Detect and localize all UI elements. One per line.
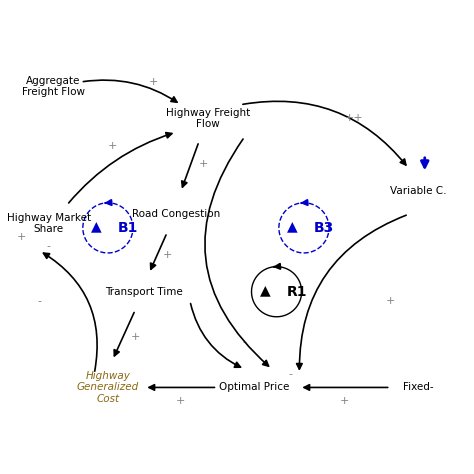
Text: +: + xyxy=(163,250,172,260)
Text: -: - xyxy=(288,369,292,379)
Text: ++: ++ xyxy=(345,113,364,123)
Text: +: + xyxy=(199,159,208,169)
Text: Fixed-: Fixed- xyxy=(402,383,433,392)
Text: +: + xyxy=(340,396,350,406)
Text: Transport Time: Transport Time xyxy=(106,287,183,297)
Text: +: + xyxy=(386,296,395,306)
Text: -: - xyxy=(46,241,51,251)
Text: Highway Freight
Flow: Highway Freight Flow xyxy=(166,108,250,129)
Text: Variable C.: Variable C. xyxy=(390,186,446,196)
Text: Optimal Price: Optimal Price xyxy=(219,383,289,392)
Text: ▲: ▲ xyxy=(91,219,102,234)
Text: +: + xyxy=(176,396,185,406)
Text: Aggregate
Freight Flow: Aggregate Freight Flow xyxy=(22,76,85,97)
Text: +: + xyxy=(130,332,140,342)
Text: Road Congestion: Road Congestion xyxy=(132,209,220,219)
Text: +: + xyxy=(149,77,158,87)
Text: ▲: ▲ xyxy=(260,283,271,297)
Text: ▲: ▲ xyxy=(287,219,298,234)
Text: Highway Market
Share: Highway Market Share xyxy=(7,212,91,234)
Text: +: + xyxy=(17,232,26,242)
Text: B3: B3 xyxy=(314,221,334,235)
Text: +: + xyxy=(108,141,117,151)
Text: -: - xyxy=(37,296,42,306)
Text: R1: R1 xyxy=(287,285,307,299)
Text: Highway
Generalized
Cost: Highway Generalized Cost xyxy=(77,371,139,404)
Text: -: - xyxy=(243,337,246,347)
Text: B1: B1 xyxy=(118,221,138,235)
